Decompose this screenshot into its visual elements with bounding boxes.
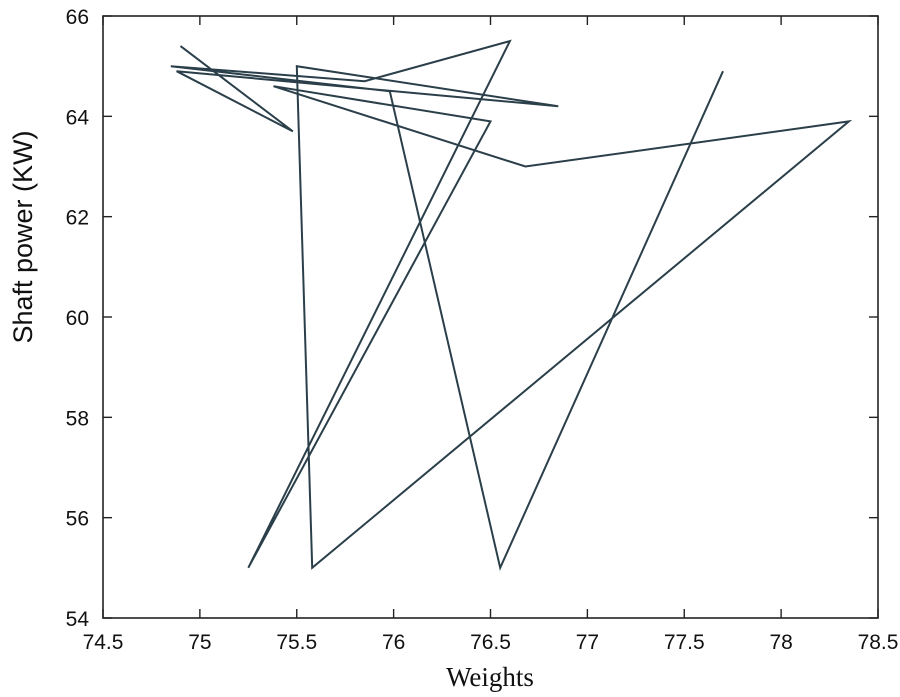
- x-tick-label: 75: [188, 631, 211, 654]
- y-tick-label: 56: [66, 508, 89, 531]
- series-line: [170, 39, 853, 571]
- series-layer: [170, 39, 853, 571]
- x-tick-label: 76: [382, 631, 405, 654]
- x-axis-label: Weights: [446, 662, 534, 692]
- x-tick-label: 74.5: [83, 631, 124, 654]
- y-tick-label: 60: [66, 307, 89, 330]
- y-tick-label: 64: [66, 106, 90, 129]
- x-axis: 74.5 75 75.5 76 76.5 77 77.5 78 78.5: [83, 16, 899, 654]
- x-tick-label: 76.5: [470, 631, 511, 654]
- y-tick-label: 66: [66, 6, 89, 29]
- x-tick-label: 75.5: [276, 631, 317, 654]
- x-tick-label: 77.5: [664, 631, 705, 654]
- y-tick-label: 62: [66, 207, 89, 230]
- y-axis-label: Shaft power (KW): [8, 130, 38, 343]
- x-tick-label: 78: [769, 631, 792, 654]
- x-tick-label: 77: [576, 631, 599, 654]
- x-tick-label: 78.5: [858, 631, 899, 654]
- y-tick-label: 58: [66, 407, 89, 430]
- y-tick-label: 54: [66, 608, 90, 631]
- y-axis: 54 56 58 60 62 64 66: [66, 6, 878, 631]
